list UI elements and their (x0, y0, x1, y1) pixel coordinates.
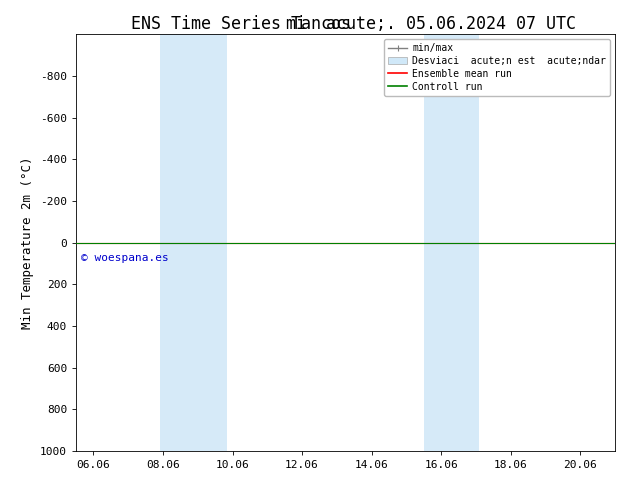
Legend: min/max, Desviaci  acute;n est  acute;ndar, Ensemble mean run, Controll run: min/max, Desviaci acute;n est acute;ndar… (384, 39, 610, 96)
Text: ENS Time Series Tancos: ENS Time Series Tancos (131, 15, 351, 33)
Text: © woespana.es: © woespana.es (81, 253, 169, 263)
Bar (160, 34, 228, 451)
Text: mi  acute;. 05.06.2024 07 UTC: mi acute;. 05.06.2024 07 UTC (286, 15, 576, 33)
Bar (424, 34, 479, 451)
Y-axis label: Min Temperature 2m (°C): Min Temperature 2m (°C) (22, 156, 34, 329)
